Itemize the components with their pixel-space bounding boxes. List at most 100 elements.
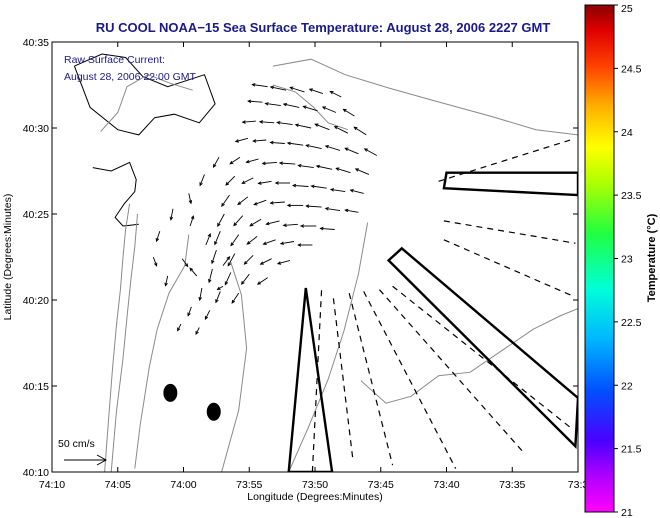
current-vector — [164, 275, 169, 287]
current-vector — [245, 158, 259, 164]
radar-cell-outline — [386, 246, 578, 449]
vector-shaft — [316, 165, 333, 170]
vector-shaft — [170, 208, 174, 220]
vector-head — [259, 261, 264, 265]
vector-head — [324, 206, 329, 211]
depth-contour — [288, 222, 369, 472]
radial-line — [378, 289, 525, 454]
current-vector — [264, 102, 281, 107]
vector-head — [274, 181, 279, 185]
vector-head — [246, 240, 251, 245]
x-tick-label: 73:50 — [302, 479, 328, 491]
vector-head — [264, 102, 269, 106]
current-vector — [282, 223, 298, 228]
y-tick-label: 40:10 — [23, 467, 49, 479]
current-vector — [225, 175, 236, 186]
shoreline-inlet-shore — [92, 161, 139, 227]
current-vector — [212, 156, 220, 168]
vector-shaft — [355, 168, 370, 175]
vector-shaft — [258, 180, 272, 184]
vector-head — [329, 188, 335, 192]
vector-shaft — [325, 207, 341, 212]
vector-head — [177, 327, 181, 332]
x-tick-label: 74:10 — [39, 479, 65, 491]
vector-shaft — [270, 86, 287, 91]
vector-shaft — [214, 231, 221, 245]
current-vector — [169, 208, 174, 221]
vector-shaft — [205, 233, 211, 246]
vector-shaft — [217, 285, 224, 290]
current-vector — [227, 253, 236, 267]
current-vector — [252, 139, 267, 143]
y-axis: 40:35 40:30 40:25 40:20 40:15 40:10 — [23, 37, 578, 479]
vector-head — [247, 99, 252, 104]
vector-shaft — [199, 174, 205, 186]
vector-head — [215, 299, 219, 304]
current-vector — [274, 181, 290, 185]
current-vector — [234, 137, 249, 143]
vector-head — [299, 224, 304, 228]
current-vector — [249, 218, 262, 227]
radial-line — [392, 285, 571, 428]
vector-shaft — [266, 220, 280, 225]
plot-area — [51, 41, 579, 473]
vector-shaft — [221, 194, 230, 207]
land-layer — [73, 53, 216, 227]
current-vector — [246, 236, 258, 245]
vector-shaft — [350, 189, 364, 194]
scale-label: 50 cm/s — [58, 438, 95, 450]
radar-cell-outline — [287, 287, 334, 472]
vector-head — [329, 91, 334, 95]
current-vector — [189, 215, 195, 227]
vector-head — [211, 260, 215, 265]
current-vector — [302, 105, 318, 112]
colorbar-ticks: 25 24.5 24 23.5 23 22.5 22 21.5 21 — [614, 3, 642, 518]
scale-reference: 50 cm/s — [58, 438, 108, 466]
vector-head — [226, 255, 231, 260]
vector-shaft — [217, 213, 225, 227]
vector-head — [305, 204, 310, 208]
vector-head — [243, 260, 248, 265]
vector-shaft — [181, 258, 189, 267]
vector-head — [319, 226, 324, 231]
colorbar-tick-label: 21.5 — [621, 444, 642, 456]
vector-shaft — [364, 148, 378, 156]
vector-shaft — [353, 126, 367, 136]
x-axis: 74:10 74:05 74:00 73:55 73:50 73:45 73:40 73:35… — [39, 42, 589, 491]
y-tick-label: 40:15 — [23, 381, 49, 393]
y-tick-label: 40:20 — [23, 295, 49, 307]
vector-shaft — [334, 126, 349, 134]
current-vector — [262, 239, 276, 245]
vector-head — [308, 88, 313, 92]
inset-label: Raw Surface Current: — [64, 54, 165, 66]
current-vector — [253, 199, 267, 206]
vector-shaft — [189, 267, 198, 277]
vector-head — [261, 161, 266, 166]
colorbar-tick-label: 22 — [621, 380, 633, 392]
current-vector — [217, 213, 225, 228]
current-vector — [276, 259, 291, 265]
vector-head — [225, 181, 230, 186]
current-vector — [211, 249, 217, 265]
vector-shaft — [199, 287, 203, 301]
depth-contour — [272, 58, 578, 136]
vector-shaft — [189, 215, 194, 227]
current-vector — [329, 188, 346, 193]
vector-shaft — [231, 292, 240, 304]
vector-head — [164, 282, 168, 287]
radar-cell-outline — [442, 171, 578, 197]
vector-shaft — [277, 259, 291, 265]
x-tick-label: 73:3 — [568, 479, 589, 491]
current-vector — [198, 287, 203, 302]
vector-head — [349, 188, 354, 193]
colorbar-gradient — [584, 4, 615, 513]
current-vector — [282, 102, 300, 108]
vector-head — [289, 86, 294, 91]
current-vector — [222, 255, 231, 266]
vector-head — [230, 242, 235, 247]
vector-head — [363, 148, 368, 152]
plot-background — [52, 42, 578, 472]
vector-shaft — [345, 147, 359, 155]
shoal-markers — [163, 383, 221, 421]
vector-shaft — [244, 254, 254, 265]
